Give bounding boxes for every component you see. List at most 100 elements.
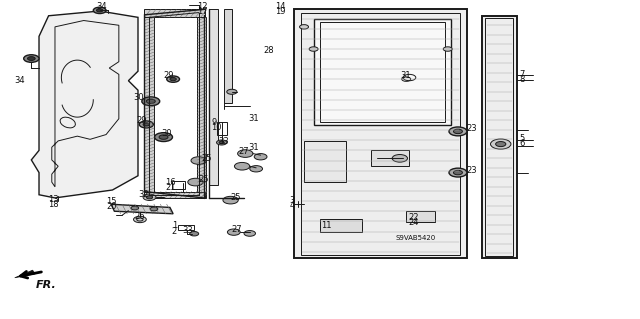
Polygon shape <box>111 204 173 214</box>
Text: S9VAB5420: S9VAB5420 <box>396 234 436 241</box>
Circle shape <box>167 76 179 82</box>
Circle shape <box>234 162 250 170</box>
Text: 22: 22 <box>408 213 419 222</box>
Text: 16: 16 <box>166 178 176 187</box>
Circle shape <box>309 47 318 51</box>
Text: 31: 31 <box>248 143 259 152</box>
Text: 25: 25 <box>198 175 209 184</box>
Text: 26: 26 <box>135 212 145 221</box>
Text: 33: 33 <box>218 137 228 146</box>
Text: 32: 32 <box>138 190 148 199</box>
Text: 23: 23 <box>467 166 477 174</box>
Circle shape <box>24 55 39 62</box>
Text: 29: 29 <box>137 116 147 125</box>
Bar <box>145 17 154 192</box>
Circle shape <box>143 194 156 200</box>
Bar <box>481 16 516 258</box>
Circle shape <box>170 78 176 81</box>
Text: 15: 15 <box>106 197 116 206</box>
Circle shape <box>188 178 203 186</box>
Bar <box>172 181 184 189</box>
Text: 34: 34 <box>15 76 26 85</box>
Bar <box>406 211 435 222</box>
Text: 25: 25 <box>230 193 241 203</box>
Circle shape <box>219 141 224 144</box>
Circle shape <box>250 166 262 172</box>
Bar <box>216 122 227 135</box>
Text: FR.: FR. <box>36 280 56 290</box>
Polygon shape <box>371 150 410 166</box>
Text: 1: 1 <box>172 221 177 230</box>
Bar <box>178 225 194 230</box>
Circle shape <box>150 207 158 211</box>
Circle shape <box>147 196 153 199</box>
Circle shape <box>216 140 227 145</box>
Text: 13: 13 <box>48 195 58 204</box>
Circle shape <box>454 170 463 175</box>
Polygon shape <box>294 10 467 258</box>
Bar <box>320 219 362 232</box>
Text: 20: 20 <box>106 202 116 211</box>
Text: 2: 2 <box>172 227 177 236</box>
Text: 19: 19 <box>275 7 286 16</box>
Circle shape <box>300 25 308 29</box>
Circle shape <box>392 154 408 162</box>
Text: 33: 33 <box>182 226 193 235</box>
Bar <box>145 192 205 198</box>
Text: 30: 30 <box>162 129 172 138</box>
Text: 29: 29 <box>164 70 174 79</box>
Text: 11: 11 <box>321 221 332 230</box>
Text: 18: 18 <box>48 200 58 209</box>
Text: 31: 31 <box>248 114 259 123</box>
Circle shape <box>444 47 452 51</box>
Circle shape <box>147 99 156 104</box>
Text: 25: 25 <box>202 154 212 163</box>
Text: 10: 10 <box>211 123 222 132</box>
Bar <box>485 18 513 256</box>
Text: 28: 28 <box>264 46 275 55</box>
Bar <box>320 22 445 122</box>
Bar <box>224 10 232 103</box>
Text: 34: 34 <box>97 3 107 11</box>
Text: 7: 7 <box>519 70 525 79</box>
Circle shape <box>223 196 238 204</box>
Text: 24: 24 <box>408 218 419 227</box>
Text: 4: 4 <box>289 201 294 210</box>
Circle shape <box>97 9 103 12</box>
Circle shape <box>140 121 154 128</box>
Text: 30: 30 <box>134 93 144 102</box>
Bar <box>314 19 451 125</box>
Circle shape <box>191 157 206 164</box>
Text: 5: 5 <box>519 134 525 143</box>
Polygon shape <box>31 11 138 198</box>
Circle shape <box>237 150 253 157</box>
Circle shape <box>449 168 467 177</box>
Circle shape <box>143 123 150 126</box>
Text: 3: 3 <box>289 196 295 205</box>
Bar <box>209 10 218 185</box>
Circle shape <box>134 216 147 223</box>
Circle shape <box>254 153 267 160</box>
Bar <box>145 10 205 17</box>
Circle shape <box>227 89 237 94</box>
Circle shape <box>93 7 106 13</box>
Circle shape <box>495 142 506 147</box>
Bar <box>197 17 206 198</box>
Text: 23: 23 <box>467 124 477 133</box>
Circle shape <box>244 231 255 236</box>
Circle shape <box>155 133 173 142</box>
Circle shape <box>490 139 511 149</box>
Text: 21: 21 <box>166 183 176 192</box>
Polygon shape <box>304 141 346 182</box>
Text: 9: 9 <box>211 118 217 127</box>
Text: 27: 27 <box>232 225 243 234</box>
Text: 17: 17 <box>197 7 208 16</box>
Circle shape <box>142 97 160 106</box>
Circle shape <box>227 229 240 235</box>
Text: 8: 8 <box>519 75 525 84</box>
Polygon shape <box>15 270 35 278</box>
Text: 27: 27 <box>238 147 249 157</box>
Text: 31: 31 <box>400 71 410 80</box>
Text: 14: 14 <box>275 2 286 11</box>
Text: 6: 6 <box>519 139 525 148</box>
